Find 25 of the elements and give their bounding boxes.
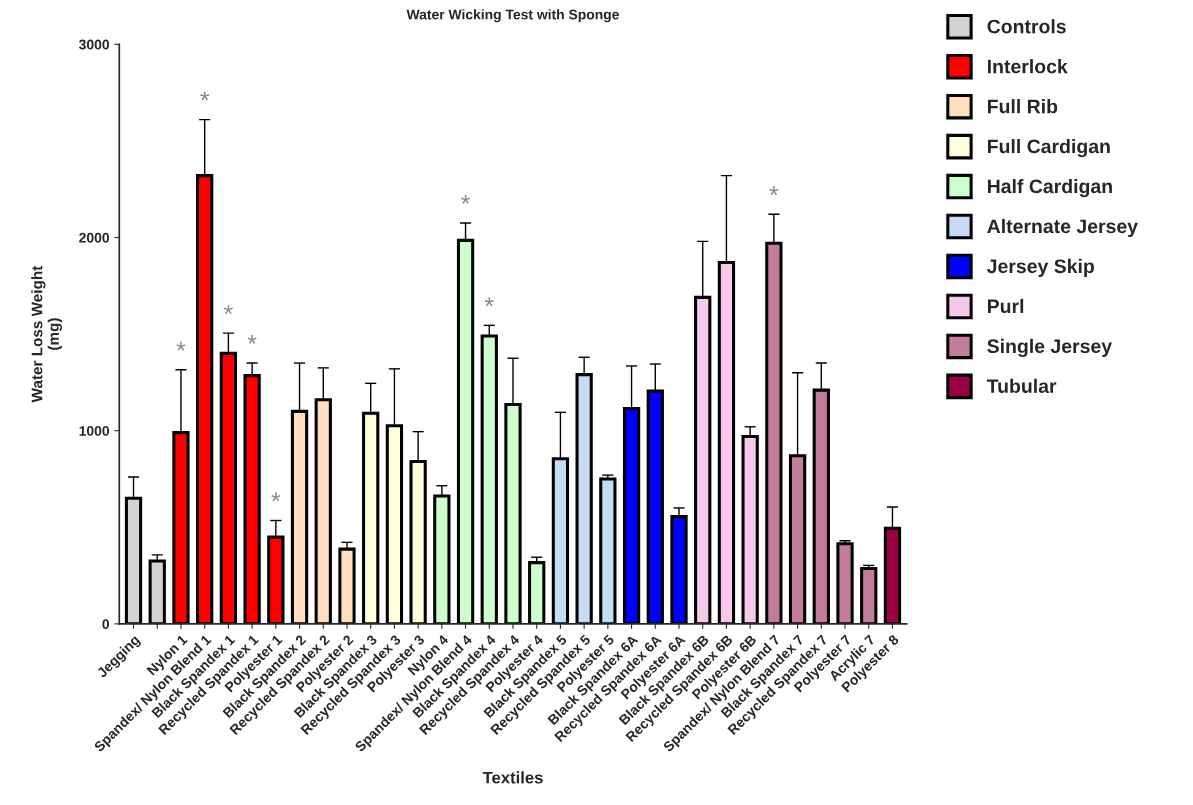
legend-label: Interlock <box>987 59 1068 74</box>
annotation: * <box>200 91 210 101</box>
y-tick-label: 3000 <box>79 39 110 50</box>
legend-label: Full Rib <box>987 99 1058 114</box>
legend-label: Purl <box>987 298 1024 314</box>
legend-label: Tubular <box>986 378 1057 394</box>
annotation: * <box>223 305 233 314</box>
legend-label: Single Jersey <box>987 338 1112 357</box>
annotation: * <box>271 492 281 502</box>
legend-label: Half Cardigan <box>987 178 1112 198</box>
annotation: * <box>769 186 779 196</box>
annotation: * <box>247 335 257 344</box>
chart-title: Water Wicking Test with Sponge <box>406 9 619 23</box>
legend-label: Alternate Jersey <box>987 218 1138 238</box>
y-axis-title: Water Loss Weight (mg) <box>31 265 63 403</box>
annotation: * <box>176 341 186 351</box>
y-tick-label: 1000 <box>79 426 110 436</box>
legend-label: Jersey Skip <box>986 258 1094 277</box>
y-tick-label: 0 <box>102 619 110 630</box>
legend-label: Full Cardigan <box>987 139 1110 158</box>
legend-label: Controls <box>987 19 1066 34</box>
x-axis-title: Textiles <box>482 771 543 784</box>
annotation: * <box>461 195 471 204</box>
annotation: * <box>484 297 494 307</box>
y-tick-label: 2000 <box>79 232 110 243</box>
